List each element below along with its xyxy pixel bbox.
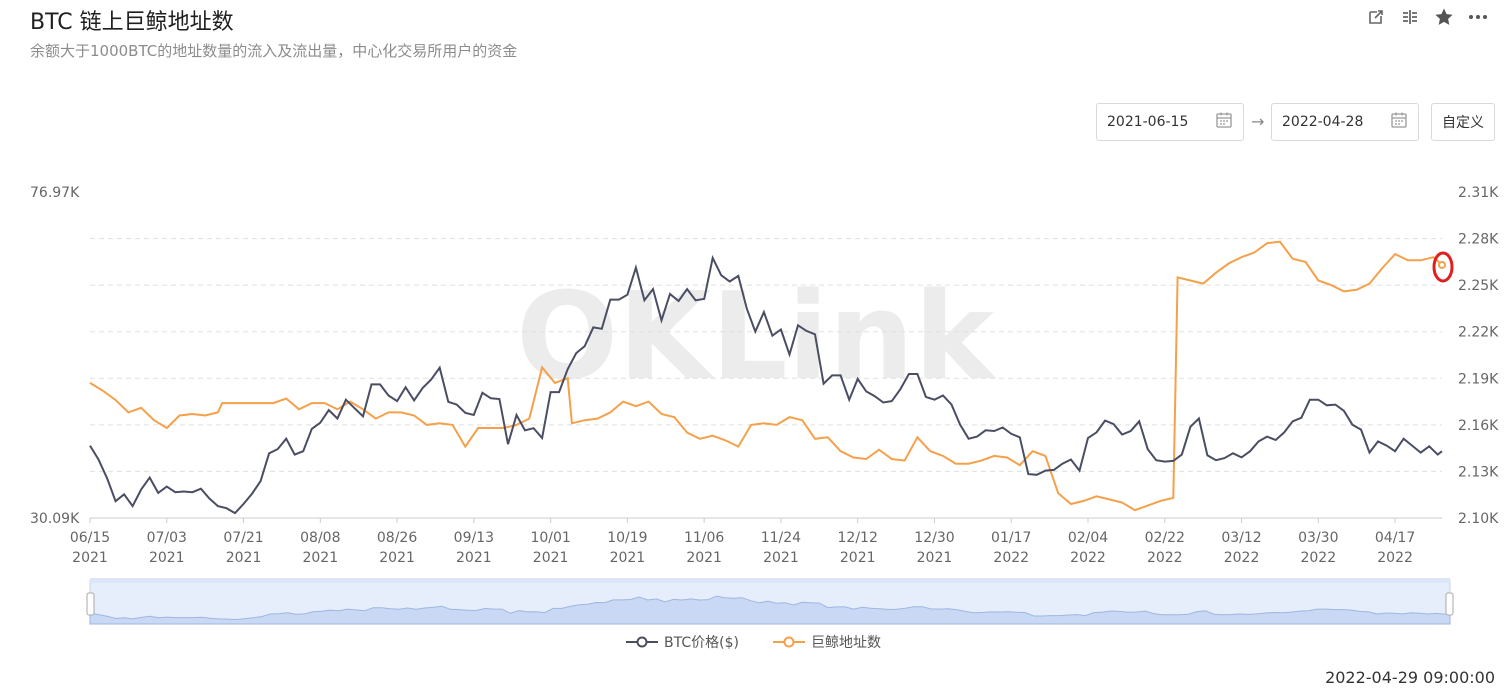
- page-subtitle: 余额大于1000BTC的地址数量的流入及流出量，中心化交易所用户的资金: [30, 42, 518, 60]
- right-axis-tick-label: 2.10K: [1458, 511, 1499, 527]
- left-axis-tick-label: 76.97K: [30, 185, 80, 201]
- chart-toolbar: [1365, 6, 1489, 28]
- x-axis-tick-label: 08/08: [300, 530, 340, 546]
- navigator-background: [89, 579, 1451, 625]
- x-axis-tick-label: 06/15: [70, 530, 110, 546]
- x-axis-tick-label: 12/12: [838, 530, 878, 546]
- highlight-marker: [1432, 251, 1454, 283]
- x-axis: 06/15 2021 07/03 2021 07/21 2021 08/08 2021 08/2…: [70, 518, 1415, 566]
- x-axis-tick-label: 03/30: [1298, 530, 1338, 546]
- x-axis-tick-year: 2021: [149, 550, 185, 566]
- grid-lines: [90, 238, 1442, 519]
- left-axis-tick-label: 30.09K: [30, 511, 80, 527]
- right-axis-tick-label: 2.13K: [1458, 464, 1499, 480]
- x-axis-tick-label: 07/21: [223, 530, 263, 546]
- series-line-btc: [89, 254, 1443, 515]
- custom-range-button[interactable]: 自定义: [1431, 103, 1495, 141]
- x-axis-tick-label: 04/17: [1375, 530, 1415, 546]
- right-axis-tick-label: 2.28K: [1458, 232, 1499, 248]
- chart-legend: BTC价格($) 巨鲸地址数: [0, 632, 1507, 652]
- x-axis-tick-label: 02/04: [1068, 530, 1108, 546]
- right-axis-tick-label: 2.19K: [1458, 371, 1499, 387]
- x-axis-tick-year: 2021: [840, 550, 876, 566]
- legend-item-whale[interactable]: 巨鲸地址数: [772, 632, 881, 652]
- x-axis-tick-year: 2022: [1224, 550, 1260, 566]
- x-axis-tick-label: 02/22: [1145, 530, 1185, 546]
- end-date-value: 2022-04-28: [1282, 114, 1364, 130]
- data-timestamp: 2022-04-29 09:00:00: [1325, 668, 1495, 687]
- x-axis-tick-year: 2022: [1300, 550, 1336, 566]
- more-icon[interactable]: [1467, 6, 1489, 28]
- x-axis-tick-label: 08/26: [377, 530, 417, 546]
- x-axis-tick-label: 11/24: [761, 530, 801, 546]
- start-date-picker[interactable]: 2021-06-15: [1096, 103, 1244, 141]
- x-axis-tick-year: 2021: [379, 550, 415, 566]
- x-axis-tick-year: 2021: [456, 550, 492, 566]
- x-axis-tick-year: 2021: [226, 550, 262, 566]
- legend-label-whale: 巨鲸地址数: [810, 635, 881, 651]
- series-point-whale: [1438, 260, 1446, 269]
- calendar-icon: [1390, 111, 1408, 133]
- navigator-right-handle: [1445, 592, 1454, 616]
- series-group: [89, 240, 1454, 515]
- x-axis-tick-year: 2021: [763, 550, 799, 566]
- x-axis-tick-year: 2022: [1377, 550, 1413, 566]
- share-icon[interactable]: [1365, 6, 1387, 28]
- navigator-area: [89, 595, 1451, 625]
- left-axis: 76.97K 30.09K: [30, 185, 80, 527]
- right-axis-tick-label: 2.22K: [1458, 325, 1499, 341]
- x-axis-tick-label: 09/13: [454, 530, 494, 546]
- x-axis-tick-year: 2021: [610, 550, 646, 566]
- compare-icon[interactable]: [1399, 6, 1421, 28]
- right-axis: 2.31K 2.28K 2.25K 2.22K 2.19K 2.16K 2.13K 2.10K: [1458, 185, 1499, 527]
- end-date-picker[interactable]: 2022-04-28: [1271, 103, 1419, 141]
- x-axis-tick-year: 2021: [686, 550, 722, 566]
- x-axis-tick-label: 10/01: [530, 530, 570, 546]
- x-axis-tick-label: 07/03: [147, 530, 187, 546]
- x-axis-tick-year: 2021: [533, 550, 569, 566]
- legend-item-btc[interactable]: BTC价格($): [626, 632, 739, 652]
- x-axis-tick-label: 11/06: [684, 530, 724, 546]
- x-axis-tick-year: 2022: [993, 550, 1029, 566]
- legend-label-btc: BTC价格($): [664, 635, 739, 651]
- x-axis-tick-label: 01/17: [991, 530, 1031, 546]
- x-axis-tick-year: 2021: [72, 550, 108, 566]
- page-title: BTC 链上巨鲸地址数: [30, 10, 234, 35]
- x-axis-tick-year: 2021: [302, 550, 338, 566]
- start-date-value: 2021-06-15: [1107, 114, 1189, 130]
- right-axis-tick-label: 2.25K: [1458, 278, 1499, 294]
- watermark: OKLink: [516, 268, 997, 407]
- right-axis-tick-label: 2.31K: [1458, 185, 1499, 201]
- star-icon[interactable]: [1433, 6, 1455, 28]
- navigator-left-handle: [86, 592, 95, 616]
- x-axis-tick-label: 12/30: [914, 530, 954, 546]
- calendar-icon: [1215, 111, 1233, 133]
- range-arrow-icon: →: [1251, 112, 1265, 131]
- x-axis-tick-label: 10/19: [607, 530, 647, 546]
- series-line-whale: [89, 240, 1443, 512]
- x-axis-tick-year: 2021: [917, 550, 953, 566]
- range-navigator[interactable]: [86, 578, 1454, 625]
- x-axis-tick-year: 2022: [1147, 550, 1183, 566]
- x-axis-tick-year: 2022: [1070, 550, 1106, 566]
- navigator-top-bar: [90, 578, 1450, 583]
- right-axis-tick-label: 2.16K: [1458, 418, 1499, 434]
- x-axis-tick-label: 03/12: [1221, 530, 1261, 546]
